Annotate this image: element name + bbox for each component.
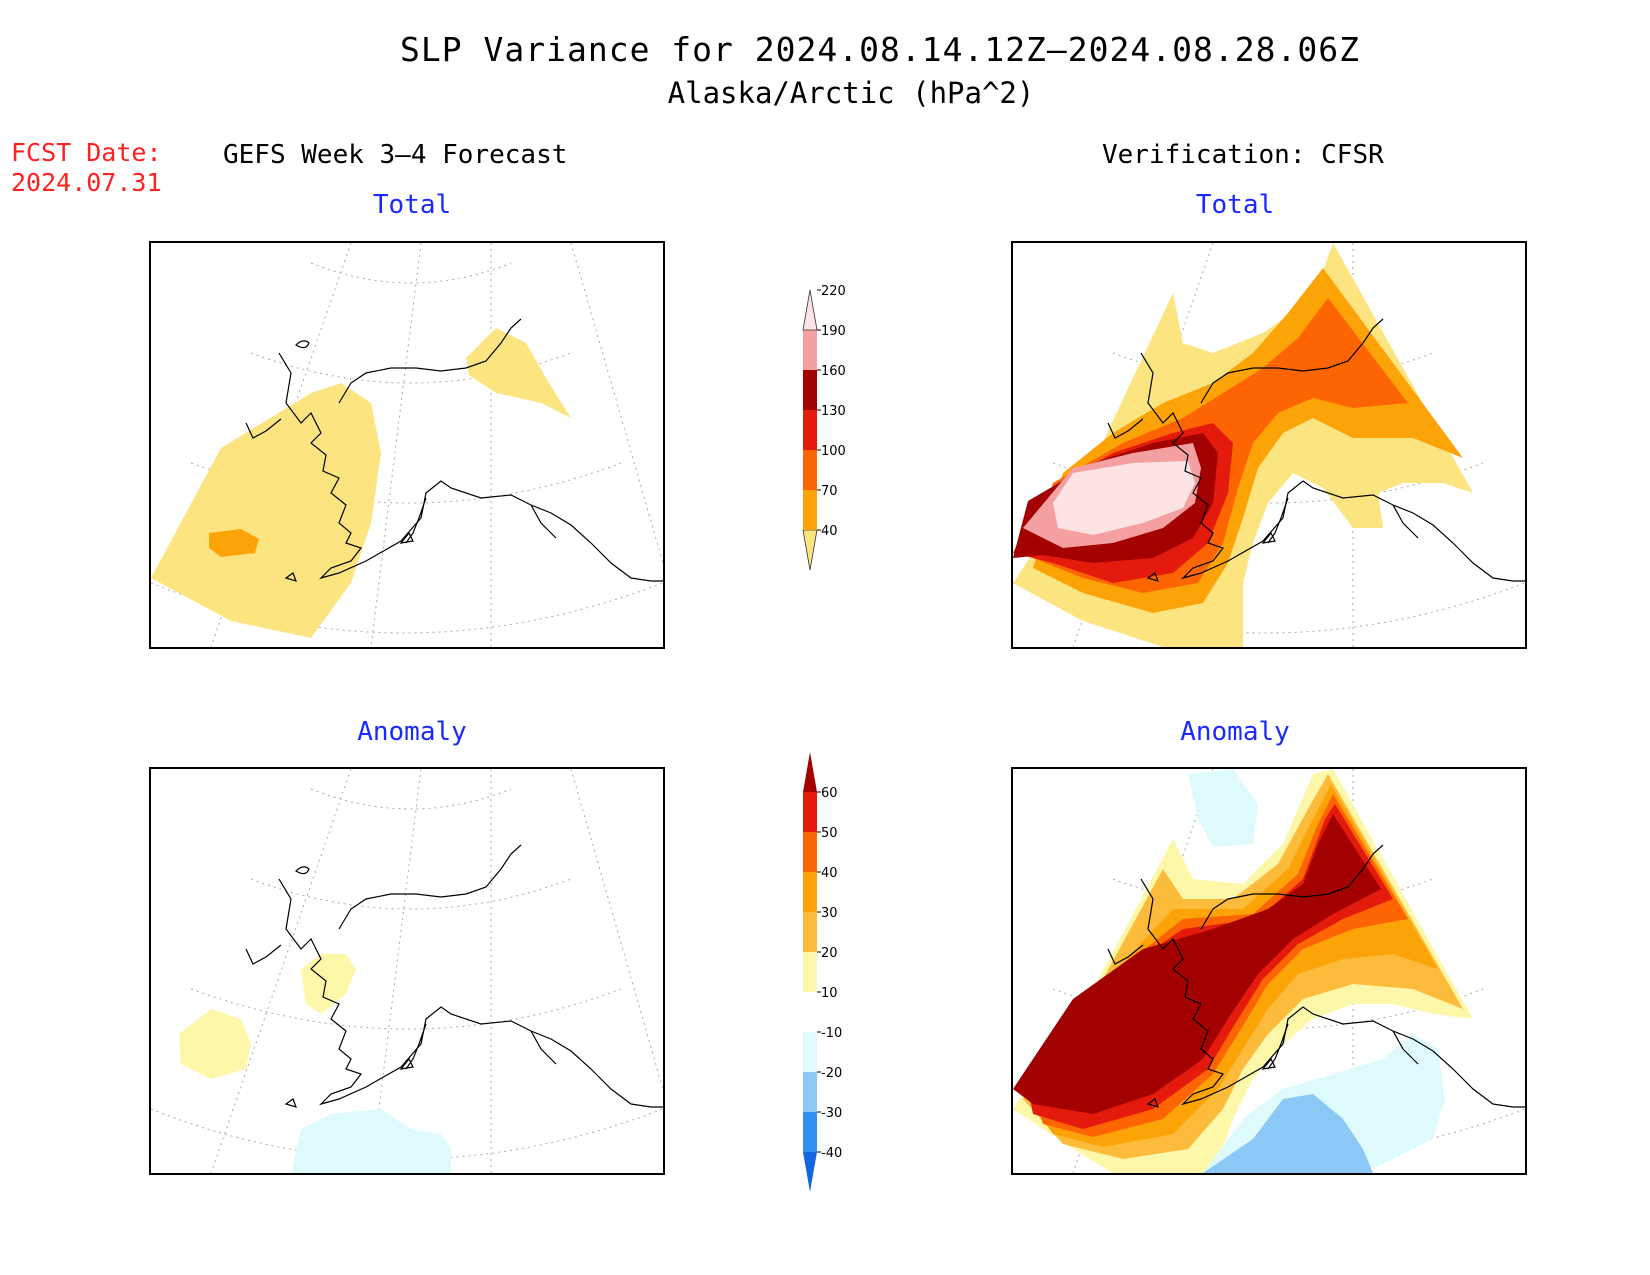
colorbar-label: 40 bbox=[821, 524, 838, 539]
colorbar-label: 100 bbox=[821, 444, 846, 459]
colorbar-cell bbox=[802, 529, 818, 571]
forecast-total-map bbox=[149, 241, 665, 649]
colorbar-label: -40 bbox=[821, 1146, 842, 1161]
subtitle: Alaska/Arctic (hPa^2) bbox=[667, 76, 1035, 110]
verification-anomaly-map bbox=[1011, 767, 1527, 1175]
colorbar-label: -10 bbox=[821, 1026, 842, 1041]
forecast-anomaly-map bbox=[149, 767, 665, 1175]
colorbar-cell bbox=[803, 832, 817, 872]
colorbar-label: 10 bbox=[821, 986, 838, 1001]
colorbar-label: 40 bbox=[821, 866, 838, 881]
colorbar-label: -20 bbox=[821, 1066, 842, 1081]
fcst-date-value: 2024.07.31 bbox=[11, 168, 162, 197]
colorbar-label: 60 bbox=[821, 786, 838, 801]
colorbar-cell bbox=[803, 952, 817, 992]
colorbar-cell bbox=[803, 490, 817, 530]
graticule bbox=[151, 769, 663, 1173]
colorbar-cell bbox=[803, 450, 817, 490]
anomaly-shading-10-20-north bbox=[301, 954, 356, 1014]
colorbar-label: 50 bbox=[821, 826, 838, 841]
colorbar-cell bbox=[803, 330, 817, 370]
colorbar-cell bbox=[803, 752, 817, 792]
colorbar-cell bbox=[803, 410, 817, 450]
anomaly-shading-60-plus bbox=[1013, 814, 1381, 1114]
colorbar-cell bbox=[803, 992, 817, 1032]
total-colorbar: 40 70 100 130 160 190 220 bbox=[802, 284, 846, 571]
coastline bbox=[1107, 844, 1525, 1108]
anomaly-shading-minus10-minus20 bbox=[291, 1109, 451, 1173]
verification-total-title: Total bbox=[1195, 190, 1275, 220]
variance-shading-40-east bbox=[466, 328, 571, 418]
colorbar-cell bbox=[803, 912, 817, 952]
colorbar-label: 160 bbox=[821, 364, 846, 379]
coastline bbox=[245, 318, 663, 582]
colorbar-cell bbox=[803, 1152, 817, 1192]
anomaly-colorbar: -40 -30 -20 -10 10 20 30 40 50 60 bbox=[803, 752, 842, 1192]
colorbar-label: -30 bbox=[821, 1106, 842, 1121]
colorbar-cell bbox=[803, 1072, 817, 1112]
verification-anomaly-title: Anomaly bbox=[1180, 717, 1290, 747]
colorbar-label: 130 bbox=[821, 404, 846, 419]
colorbar-cell bbox=[803, 792, 817, 832]
colorbar-cell bbox=[803, 1032, 817, 1072]
colorbar-label: 190 bbox=[821, 324, 846, 339]
colorbar-cell bbox=[803, 370, 817, 410]
colorbar-cell bbox=[803, 1112, 817, 1152]
forecast-total-title: Total bbox=[372, 190, 452, 220]
verification-total-map bbox=[1011, 241, 1527, 649]
main-title: SLP Variance for 2024.08.14.12Z–2024.08.… bbox=[400, 30, 1360, 69]
colorbar-cell bbox=[803, 872, 817, 912]
colorbar-cell bbox=[802, 289, 818, 331]
forecast-column-heading: GEFS Week 3–4 Forecast bbox=[223, 140, 568, 170]
variance-shading-40 bbox=[151, 383, 381, 638]
forecast-anomaly-title: Anomaly bbox=[357, 717, 467, 747]
colorbar-label: 30 bbox=[821, 906, 838, 921]
coastline bbox=[245, 844, 663, 1108]
anomaly-shading-10-20-west bbox=[179, 1009, 251, 1079]
coastline bbox=[1107, 318, 1525, 582]
colorbar-label: 220 bbox=[821, 284, 846, 299]
verification-column-heading: Verification: CFSR bbox=[1102, 140, 1384, 170]
variance-shading-70 bbox=[209, 529, 259, 557]
fcst-date-label: FCST Date: bbox=[11, 138, 162, 167]
anomaly-shading-minus20-minus30 bbox=[1203, 1094, 1373, 1173]
colorbar-label: 70 bbox=[821, 484, 838, 499]
variance-shading-220 bbox=[1053, 461, 1195, 535]
colorbar-label: 20 bbox=[821, 946, 838, 961]
anomaly-shading-minus10-minus20-north bbox=[1188, 769, 1258, 847]
